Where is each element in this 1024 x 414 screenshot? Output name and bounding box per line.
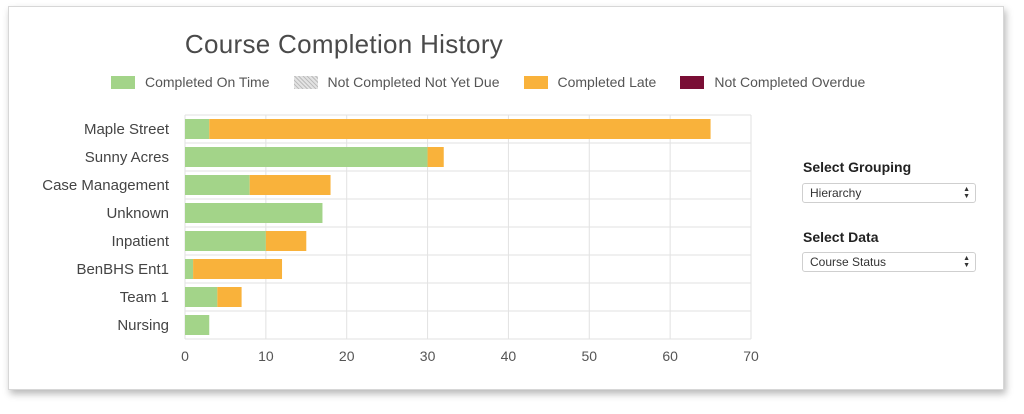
y-tick-label: Inpatient (111, 233, 169, 250)
y-tick-label: Unknown (106, 205, 169, 222)
select-arrows-icon: ▲ ▼ (963, 255, 970, 269)
select-data-label: Select Data (803, 229, 879, 245)
y-tick-label: Nursing (117, 317, 169, 334)
bar-segment (209, 119, 711, 139)
legend-item-completed-late[interactable]: Completed Late (523, 74, 657, 90)
bar-segment (185, 203, 323, 223)
legend-swatch-not-completed-not-yet-due (293, 75, 318, 89)
bar-segment (185, 119, 210, 139)
chart-legend: Completed On Time Not Completed Not Yet … (111, 73, 889, 91)
legend-item-not-completed-not-yet-due[interactable]: Not Completed Not Yet Due (293, 74, 500, 90)
bar-segment (185, 231, 266, 251)
data-select-value: Course Status (810, 255, 887, 269)
bar-segment (185, 287, 218, 307)
x-tick-label: 60 (662, 348, 678, 364)
x-tick-label: 20 (339, 348, 355, 364)
chart-title: Course Completion History (184, 29, 504, 59)
x-tick-label: 0 (181, 348, 189, 364)
y-tick-label: BenBHS Ent1 (76, 261, 169, 278)
bar-segment (185, 315, 210, 335)
x-tick-label: 50 (581, 348, 597, 364)
x-tick-label: 40 (501, 348, 517, 364)
bar-segment (217, 287, 242, 307)
grouping-select[interactable]: Hierarchy ▲ ▼ (802, 183, 976, 203)
y-tick-label: Case Management (42, 177, 170, 194)
legend-item-completed-on-time[interactable]: Completed On Time (111, 74, 270, 90)
legend-swatch-not-completed-overdue (680, 75, 705, 89)
bar-segment (193, 259, 283, 279)
select-arrows-icon: ▲ ▼ (963, 186, 970, 200)
chart-card: Course Completion History Completed On T… (8, 6, 1004, 390)
bar-segment (185, 175, 250, 195)
legend-label-completed-late: Completed Late (557, 74, 657, 90)
bar-segment (185, 259, 194, 279)
select-grouping-label: Select Grouping (803, 159, 912, 175)
legend-label-not-completed-overdue: Not Completed Overdue (714, 74, 866, 90)
x-tick-label: 10 (258, 348, 274, 364)
legend-swatch-completed-late (523, 75, 548, 89)
y-tick-label: Maple Street (84, 121, 170, 138)
legend-label-completed-on-time: Completed On Time (145, 74, 270, 90)
bar-segment (265, 231, 307, 251)
x-tick-label: 30 (420, 348, 436, 364)
legend-label-not-completed-not-yet-due: Not Completed Not Yet Due (327, 74, 500, 90)
data-select[interactable]: Course Status ▲ ▼ (802, 252, 976, 272)
bar-chart: 0 10 20 30 40 50 60 70 Maple Street Sunny Acres Ca… (42, 114, 759, 364)
bar-segment (249, 175, 331, 195)
legend-item-not-completed-overdue[interactable]: Not Completed Overdue (680, 74, 865, 90)
bar-segment (185, 147, 428, 167)
legend-swatch-completed-on-time (111, 75, 135, 89)
bar-segment (427, 147, 444, 167)
grouping-select-value: Hierarchy (810, 186, 862, 200)
y-tick-label: Team 1 (120, 289, 169, 306)
x-tick-label: 70 (743, 348, 759, 364)
y-tick-label: Sunny Acres (85, 149, 169, 166)
